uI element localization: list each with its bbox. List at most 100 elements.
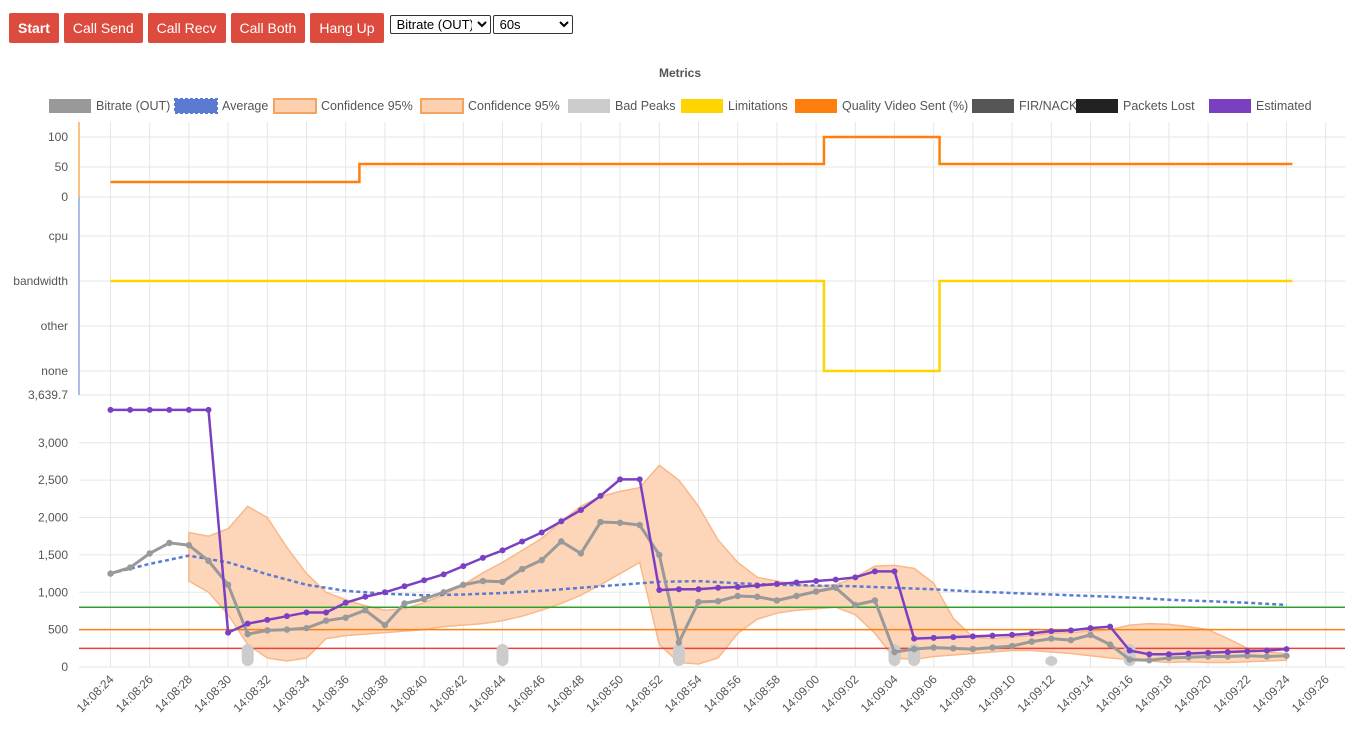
- x-tick-label: 14:08:34: [270, 672, 313, 715]
- x-tick-label: 14:09:02: [818, 672, 861, 715]
- legend-label: Bad Peaks: [615, 99, 675, 113]
- legend-swatch: [273, 98, 317, 114]
- estimated-point: [577, 507, 584, 514]
- legend-label: Estimated: [1256, 99, 1312, 113]
- quality-tick-label: 100: [48, 130, 68, 144]
- quality-tick-label: 50: [55, 160, 69, 174]
- bitrate-point: [675, 639, 683, 646]
- estimated-point: [930, 634, 937, 641]
- x-tick-label: 14:08:48: [544, 672, 587, 715]
- estimated-point: [1028, 630, 1035, 637]
- estimated-point: [127, 406, 134, 413]
- estimated-point: [1283, 646, 1290, 653]
- bitrate-point: [695, 598, 702, 606]
- x-tick-label: 14:09:12: [1014, 672, 1057, 715]
- x-tick-label: 14:09:22: [1210, 672, 1253, 715]
- estimated-point: [617, 476, 624, 483]
- x-tick-label: 14:08:58: [740, 672, 783, 715]
- x-tick-label: 14:08:32: [230, 672, 273, 715]
- bad-peak-marker: [1045, 656, 1058, 666]
- estimated-point: [1107, 623, 1114, 630]
- start-button[interactable]: Start: [9, 13, 59, 43]
- estimated-point: [715, 584, 722, 591]
- x-tick-label: 14:08:46: [505, 672, 548, 715]
- legend-swatch: [972, 99, 1014, 113]
- estimated-point: [244, 620, 251, 627]
- bitrate-point: [499, 578, 506, 586]
- limitation-tick-label: cpu: [49, 229, 68, 243]
- x-tick-label: 14:08:56: [701, 672, 744, 715]
- bitrate-point: [244, 630, 251, 638]
- estimated-point: [891, 568, 898, 575]
- bitrate-point: [616, 519, 624, 526]
- x-tick-label: 14:09:14: [1054, 672, 1097, 715]
- estimated-point: [793, 579, 800, 586]
- bitrate-point: [871, 597, 879, 604]
- legend-swatch: [1209, 99, 1251, 113]
- estimated-point: [734, 584, 741, 591]
- estimated-point: [989, 632, 996, 639]
- chart-plot-area: [79, 135, 1345, 666]
- bitrate-tick-label: 3,639.7: [28, 388, 68, 402]
- estimated-point: [754, 582, 761, 589]
- bad-peak-marker: [496, 644, 509, 666]
- estimated-point: [695, 586, 702, 593]
- bitrate-point: [852, 601, 859, 609]
- estimated-point: [1126, 647, 1133, 654]
- estimated-point: [852, 574, 859, 581]
- bitrate-tick-label: 500: [48, 623, 68, 637]
- call-recv-button[interactable]: Call Recv: [147, 13, 226, 43]
- bitrate-point: [1087, 631, 1094, 639]
- window-select[interactable]: 60s: [492, 14, 573, 34]
- toolbar: Start Call Send Call Recv Call Both Hang…: [9, 13, 573, 43]
- estimated-point: [381, 589, 388, 596]
- bitrate-point: [597, 518, 604, 526]
- bitrate-point: [342, 614, 349, 621]
- x-tick-label: 14:08:24: [74, 672, 117, 715]
- bitrate-tick-label: 1,000: [38, 585, 68, 599]
- estimated-point: [911, 635, 918, 642]
- bitrate-point: [969, 645, 977, 653]
- estimated-point: [871, 568, 878, 575]
- estimated-point: [185, 406, 192, 413]
- hang-up-button[interactable]: Hang Up: [310, 13, 384, 43]
- estimated-point: [107, 406, 114, 413]
- bitrate-point: [754, 593, 761, 600]
- legend-swatch: [420, 98, 464, 114]
- estimated-point: [675, 586, 682, 593]
- legend-swatch: [1076, 99, 1118, 113]
- call-send-button[interactable]: Call Send: [63, 13, 143, 43]
- estimated-point: [146, 406, 153, 413]
- estimated-point: [362, 593, 369, 600]
- estimated-point: [323, 609, 330, 616]
- x-tick-label: 14:09:10: [975, 672, 1018, 715]
- estimated-point: [1087, 625, 1094, 632]
- legend-label: Confidence 95%: [468, 99, 560, 113]
- bitrate-point: [205, 557, 212, 565]
- bitrate-point: [812, 588, 820, 595]
- estimated-point: [1263, 647, 1270, 654]
- estimated-point: [1009, 631, 1016, 638]
- quality-tick-label: 0: [61, 190, 68, 204]
- call-both-button[interactable]: Call Both: [230, 13, 306, 43]
- legend-label: FIR/NACK: [1019, 99, 1078, 113]
- estimated-point: [264, 616, 271, 623]
- legend-swatch: [49, 99, 91, 113]
- estimated-point: [636, 476, 643, 483]
- x-tick-label: 14:08:54: [662, 672, 705, 715]
- x-tick-label: 14:09:20: [1171, 672, 1214, 715]
- bitrate-point: [460, 581, 467, 588]
- x-tick-label: 14:09:18: [1132, 672, 1175, 715]
- chart-grid: [79, 122, 1345, 668]
- metric-select[interactable]: Bitrate (OUT): [389, 14, 491, 34]
- legend-label: Bitrate (OUT): [96, 99, 170, 113]
- estimated-point: [832, 576, 839, 583]
- bitrate-tick-label: 3,000: [38, 436, 68, 450]
- bitrate-point: [656, 551, 663, 559]
- estimated-point: [1067, 627, 1074, 634]
- limitations-line: [110, 279, 1293, 373]
- legend-swatch: [174, 98, 218, 114]
- bitrate-point: [420, 595, 428, 603]
- estimated-point: [969, 633, 976, 640]
- estimated-point: [519, 538, 526, 545]
